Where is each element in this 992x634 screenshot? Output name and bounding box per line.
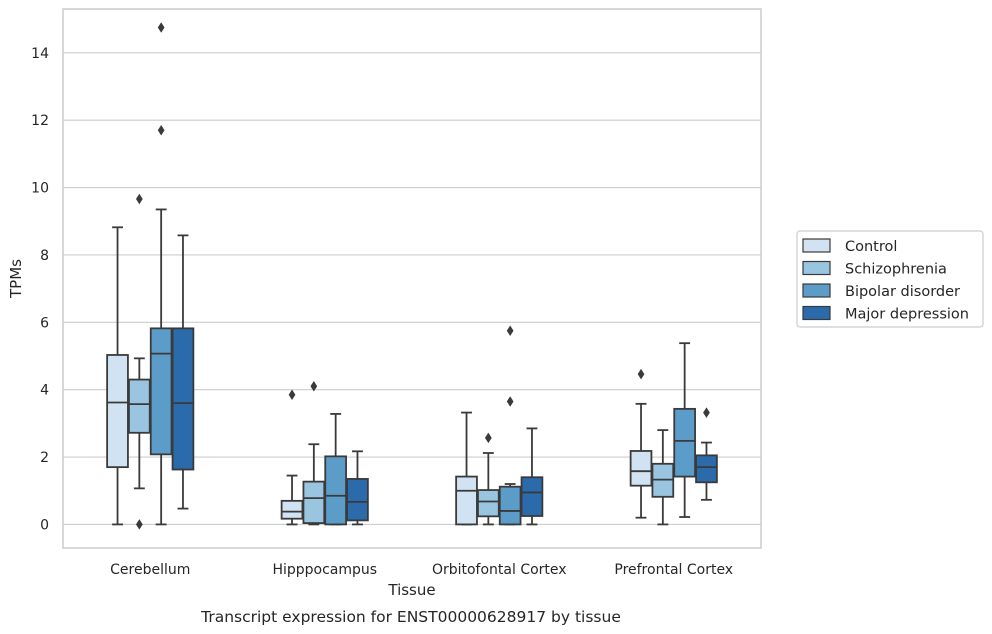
y-tick-label: 8 [40,248,49,264]
legend: Control Schizophrenia Bipolar disorder Majo… [796,230,984,328]
box-layer [106,22,718,530]
box-major-depression [695,407,718,501]
box-schizophrenia [302,381,326,526]
iqr-box [149,327,173,456]
y-tick-label: 4 [40,383,49,399]
box-bipolar-disorder [324,413,347,526]
x-tick-label: Hipppocampus [272,562,377,578]
legend-label: Major depression [845,307,969,323]
box-bipolar-disorder [149,22,173,526]
figure-caption: Transcript expression for ENST0000062891… [200,608,621,626]
iqr-box [455,475,478,526]
iqr-box [520,476,544,517]
iqr-box [695,454,718,484]
plot-frame [62,8,762,549]
outlier-point [506,396,514,407]
outlier-point [135,519,143,530]
iqr-box [106,354,129,469]
x-axis-label: Tissue [387,581,435,599]
y-tick-label: 12 [31,113,49,129]
box-major-depression [171,234,195,510]
outlier-point [506,325,514,336]
y-tick-label: 2 [40,450,49,466]
box-schizophrenia [651,429,675,526]
legend-swatch [802,283,831,298]
legend-swatch [802,238,831,253]
iqr-box [629,450,653,487]
iqr-box [346,478,369,522]
legend-swatch [802,305,831,321]
outlier-point [310,381,318,392]
outlier-point [484,432,492,444]
iqr-box [498,485,522,526]
outlier-point [157,125,165,136]
box-schizophrenia [128,193,151,530]
x-tick-labels: Cerebellum Hipppocampus Orbitofontal Corte… [110,562,733,578]
outlier-point [288,389,296,400]
box-bipolar-disorder [673,342,696,518]
legend-swatch [802,260,831,276]
y-tick-label: 14 [31,46,49,62]
outlier-point [637,368,645,380]
y-tick-label: 0 [40,517,49,533]
legend-label: Schizophrenia [845,262,947,278]
iqr-box [477,489,500,518]
box-control [455,411,478,526]
iqr-box [280,499,304,520]
y-axis-label: TPMs [7,259,25,299]
x-tick-label: Prefrontal Cortex [614,562,733,578]
outlier-point [157,22,165,33]
box-major-depression [520,427,544,526]
legend-frame [796,230,984,328]
iqr-box [302,480,326,524]
iqr-box [171,327,195,471]
box-bipolar-disorder [498,325,522,526]
box-major-depression [346,450,369,526]
y-tick-label: 10 [31,181,49,197]
box-schizophrenia [477,432,500,526]
outlier-point [703,407,710,418]
legend-label: Control [845,239,897,255]
iqr-box [673,407,696,478]
box-control [280,389,304,526]
x-tick-label: Orbitofontal Cortex [432,562,567,578]
legend-label: Bipolar disorder [845,284,960,300]
outlier-point [135,193,143,205]
x-tick-label: Cerebellum [110,562,190,578]
iqr-box [324,455,347,526]
box-control [106,226,129,526]
iqr-box [128,378,151,434]
box-control [629,368,653,519]
y-tick-labels: 0 2 4 6 8 10 12 14 [31,46,49,534]
y-tick-label: 6 [40,315,49,331]
